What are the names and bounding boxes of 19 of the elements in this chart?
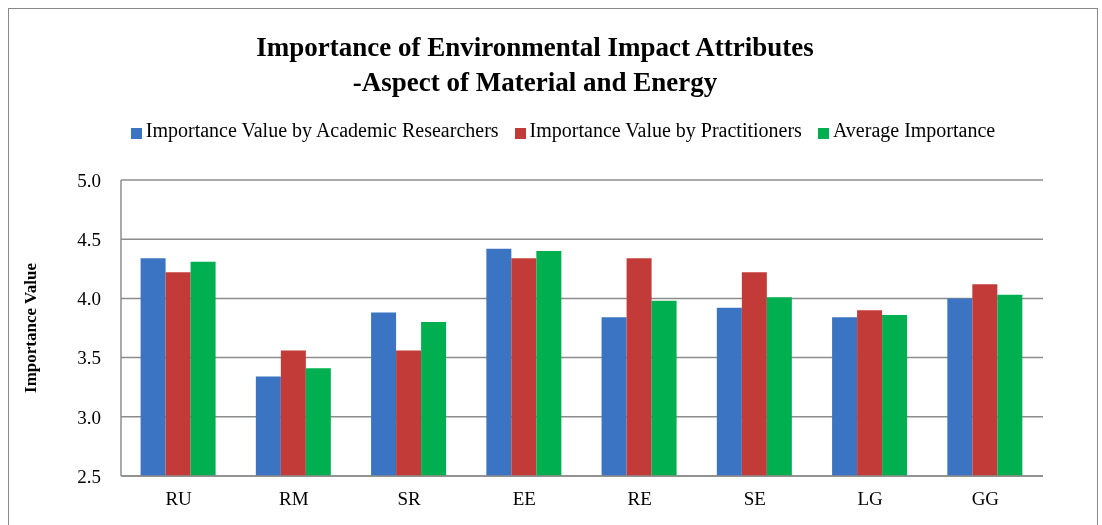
legend-label: Importance Value by Academic Researchers	[145, 119, 499, 141]
y-tick-label: 4.0	[77, 288, 101, 310]
x-tick-label: RU	[165, 488, 193, 510]
y-tick-label: 4.5	[77, 228, 101, 250]
x-tick-label: LG	[857, 488, 884, 510]
legend-label: Average Importance	[832, 119, 996, 141]
x-tick-label: SE	[743, 488, 766, 510]
x-tick-label: RE	[627, 488, 652, 510]
legend-label: Importance Value by Practitioners	[529, 119, 802, 141]
y-tick-label: 3.5	[77, 347, 101, 369]
x-tick-label: GG	[971, 488, 1000, 510]
x-tick-label: RM	[279, 488, 309, 510]
x-tick-label: SR	[397, 488, 422, 510]
y-axis-title: Importance Value	[21, 262, 41, 393]
y-tick-label: 2.5	[77, 465, 101, 487]
y-tick-label: 3.0	[77, 406, 101, 428]
y-tick-label: 5.0	[77, 169, 101, 191]
x-tick-label: EE	[512, 488, 536, 510]
chart-title: Importance of Environmental Impact Attributes -Aspect of Material and Energy	[255, 31, 815, 99]
